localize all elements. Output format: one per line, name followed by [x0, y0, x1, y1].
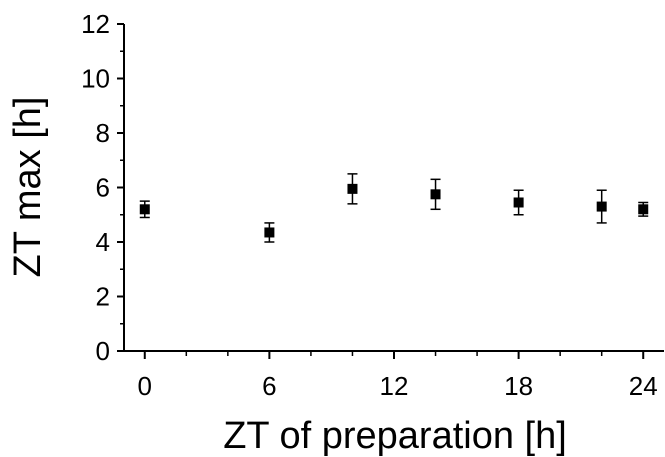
y-tick-label: 4 — [96, 227, 110, 257]
data-point — [347, 183, 358, 194]
y-axis-title: ZT max [h] — [7, 97, 49, 278]
x-tick-label: 24 — [629, 371, 658, 401]
data-point — [513, 197, 524, 208]
data-point — [430, 189, 441, 200]
y-tick-label: 12 — [81, 9, 110, 39]
y-tick-label: 8 — [96, 118, 110, 148]
y-tick-label: 0 — [96, 336, 110, 366]
data-marks — [139, 173, 649, 243]
x-tick-label: 6 — [262, 371, 276, 401]
y-tick-label: 10 — [81, 64, 110, 94]
x-tick-label: 0 — [138, 371, 152, 401]
data-point — [139, 204, 150, 215]
y-tick-label: 2 — [96, 282, 110, 312]
data-point — [596, 201, 607, 212]
data-point — [264, 227, 275, 238]
x-axis-title: ZT of preparation [h] — [223, 415, 567, 457]
y-tick-label: 6 — [96, 173, 110, 203]
data-point — [638, 204, 649, 215]
x-tick-label: 18 — [504, 371, 533, 401]
x-tick-label: 12 — [380, 371, 409, 401]
